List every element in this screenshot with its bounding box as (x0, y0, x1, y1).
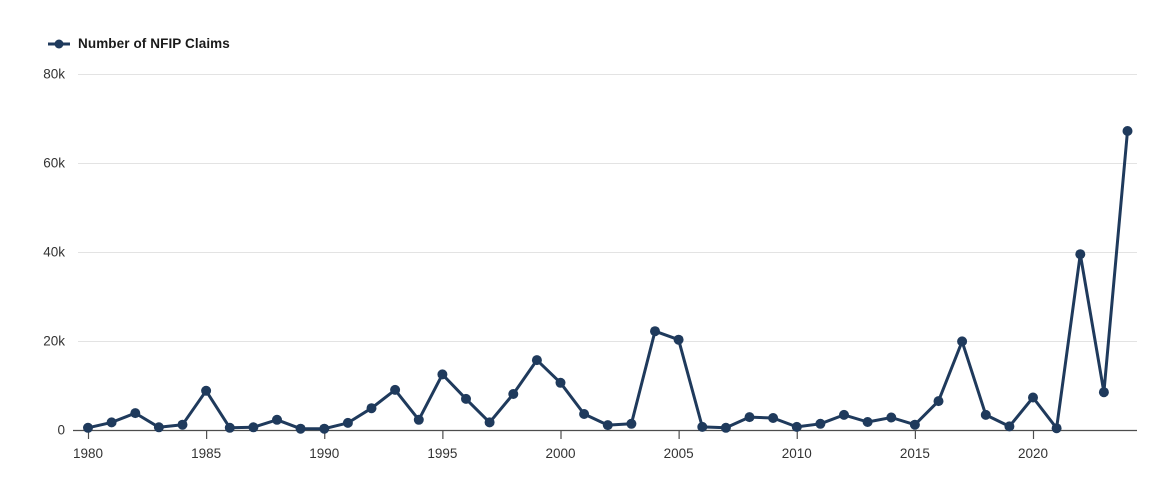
data-point[interactable] (295, 423, 306, 434)
x-tick-label: 2020 (1018, 446, 1048, 461)
x-tick-label: 2005 (664, 446, 694, 461)
data-point[interactable] (697, 421, 708, 432)
data-point[interactable] (508, 389, 519, 399)
data-point[interactable] (248, 422, 259, 433)
x-tick-label: 1980 (73, 446, 103, 461)
data-point[interactable] (224, 422, 235, 433)
data-point[interactable] (177, 419, 188, 430)
data-point[interactable] (484, 417, 495, 428)
data-point[interactable] (437, 369, 448, 380)
legend-label: Number of NFIP Claims (78, 36, 230, 51)
data-point[interactable] (579, 409, 590, 419)
data-point[interactable] (862, 417, 873, 427)
x-tick-label: 2010 (782, 446, 812, 461)
y-tick-label: 20k (43, 334, 65, 349)
data-point[interactable] (1051, 423, 1062, 434)
data-point[interactable] (531, 355, 542, 366)
y-tick-label: 0 (57, 423, 65, 438)
data-point[interactable] (1004, 421, 1015, 432)
x-tick-label: 1995 (427, 446, 457, 461)
data-point[interactable] (1122, 126, 1133, 136)
x-tick-label: 1990 (309, 446, 339, 461)
data-point[interactable] (390, 384, 401, 395)
data-point[interactable] (768, 413, 779, 423)
data-point[interactable] (673, 334, 684, 345)
data-point[interactable] (744, 412, 755, 423)
data-point[interactable] (650, 326, 660, 337)
data-point[interactable] (980, 409, 991, 420)
data-point[interactable] (602, 420, 613, 431)
legend[interactable]: Number of NFIP Claims (48, 36, 230, 51)
data-point[interactable] (1028, 392, 1038, 403)
data-point[interactable] (272, 414, 282, 425)
data-point[interactable] (130, 408, 141, 419)
data-point[interactable] (366, 403, 377, 414)
data-point[interactable] (957, 336, 968, 347)
data-point[interactable] (461, 393, 471, 404)
y-tick-label: 40k (43, 245, 65, 260)
data-point[interactable] (933, 396, 944, 407)
data-point[interactable] (555, 377, 566, 388)
y-tick-label: 60k (43, 156, 65, 171)
x-tick-label: 2015 (900, 446, 930, 461)
line-dot-icon (48, 39, 70, 48)
data-point[interactable] (909, 419, 920, 430)
x-tick-label: 2000 (545, 446, 575, 461)
data-point[interactable] (1098, 387, 1109, 398)
data-point[interactable] (201, 385, 212, 396)
data-point[interactable] (106, 417, 117, 428)
y-tick-label: 80k (43, 67, 65, 82)
data-point[interactable] (83, 422, 93, 433)
data-point[interactable] (791, 421, 802, 432)
data-point[interactable] (815, 418, 826, 429)
series-line (86, 129, 1129, 431)
data-point[interactable] (1075, 249, 1086, 260)
data-point[interactable] (342, 417, 353, 428)
data-point[interactable] (886, 412, 897, 423)
data-point[interactable] (839, 409, 849, 420)
data-point[interactable] (319, 423, 330, 434)
data-point[interactable] (720, 422, 731, 433)
data-point[interactable] (153, 422, 164, 433)
x-tick-label: 1985 (191, 446, 221, 461)
data-point[interactable] (413, 414, 424, 425)
data-point[interactable] (626, 418, 637, 429)
